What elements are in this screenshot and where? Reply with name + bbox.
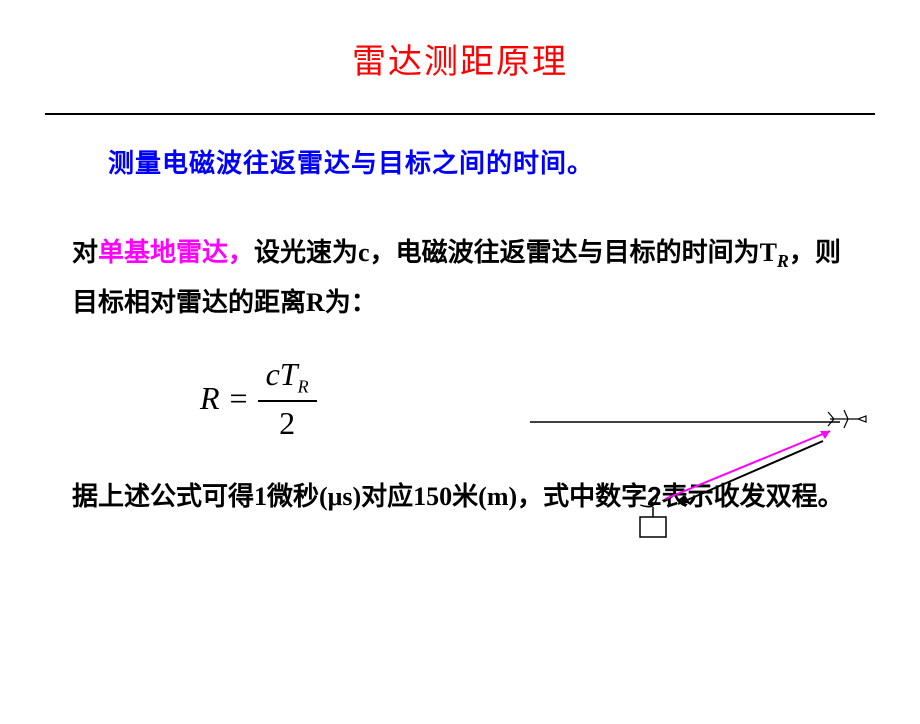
slide-title: 雷达测距原理 bbox=[0, 34, 920, 83]
equals: = bbox=[230, 380, 248, 417]
para-highlight: 单基地雷达， bbox=[98, 238, 254, 267]
paragraph-main: 对单基地雷达，设光速为c，电磁波往返雷达与目标的时间为TR，则目标相对雷达的距离… bbox=[72, 228, 860, 328]
num-c: cT bbox=[266, 356, 298, 392]
divider bbox=[45, 113, 875, 115]
para-prefix: 对 bbox=[72, 238, 98, 267]
radar-diagram bbox=[530, 404, 880, 544]
numerator: cTR bbox=[258, 356, 317, 402]
formula-lhs: R bbox=[200, 380, 220, 417]
num-sub: R bbox=[298, 376, 309, 396]
conclusion-a: 据上述公式可得1微秒(μs)对应150米(m)， bbox=[72, 482, 543, 511]
arrow-return bbox=[678, 441, 823, 504]
intro-text: 测量电磁波往返雷达与目标之间的时间。 bbox=[108, 143, 920, 180]
radar-icon bbox=[640, 495, 666, 537]
formula: R = cTR 2 bbox=[200, 356, 317, 442]
target-icon bbox=[828, 410, 866, 428]
denominator: 2 bbox=[271, 402, 303, 442]
para-rest: 设光速为c，电磁波往返雷达与目标的时间为T bbox=[254, 238, 777, 267]
fraction: cTR 2 bbox=[258, 356, 317, 442]
para-sub: R bbox=[777, 251, 789, 271]
arrow-outgoing bbox=[665, 431, 830, 499]
